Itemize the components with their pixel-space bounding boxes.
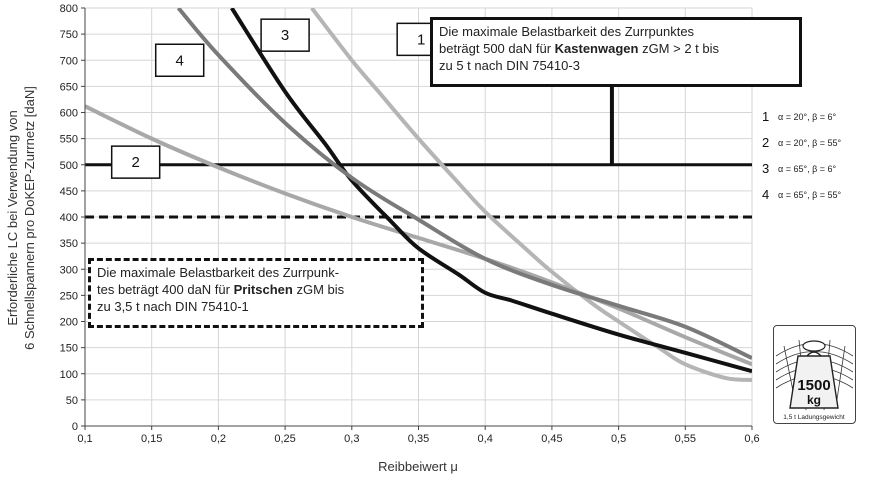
y-tick-label: 300 xyxy=(60,264,78,276)
weight-unit: kg xyxy=(807,393,821,407)
x-tick-label: 0,1 xyxy=(77,433,92,445)
legend-label-4: α = 65°, β = 55° xyxy=(778,190,842,200)
y-tick-label: 550 xyxy=(60,134,78,146)
series-line-3 xyxy=(230,8,752,374)
legend-number-4: 4 xyxy=(762,187,769,202)
y-tick-label: 600 xyxy=(60,108,78,120)
y-tick-label: 500 xyxy=(60,160,78,172)
x-tick-label: 0,25 xyxy=(274,433,295,445)
y-tick-label: 350 xyxy=(60,238,78,250)
legend-label-1: α = 20°, β = 6° xyxy=(778,112,837,122)
annotation-500-line1: Die maximale Belastbarkeit des Zurrpunkt… xyxy=(439,24,695,39)
y-tick-label: 100 xyxy=(60,369,78,381)
y-axis-title-line2: 6 Schnellspannern pro DoKEP-Zurrnetz [da… xyxy=(22,86,37,350)
curve-labels: 1 2 3 4 xyxy=(110,18,446,179)
curve-label-box-4 xyxy=(154,43,205,77)
y-tick-label: 150 xyxy=(60,343,78,355)
series-line-2 xyxy=(85,104,752,367)
y-tick-label: 450 xyxy=(60,186,78,198)
annotation-500-line3: zu 5 t nach DIN 75410-3 xyxy=(439,58,580,73)
y-tick-label: 250 xyxy=(60,290,78,302)
axes xyxy=(84,8,752,427)
series-line-1 xyxy=(310,8,752,383)
x-tick-label: 0,4 xyxy=(478,433,493,445)
series-lines xyxy=(85,8,752,383)
y-tick-labels: 0 50 100 150 200 250 300 350 400 450 500 550 600 650 7… xyxy=(60,3,78,433)
x-tick-labels: 0,1 0,15 0,2 0,25 0,3 0,35 0,4 0,45 0,5 0,55 0,6 xyxy=(77,433,759,445)
y-tick-label: 400 xyxy=(60,212,78,224)
annotation-400-box: Die maximale Belastbarkeit des Zurrpunk-… xyxy=(88,258,424,328)
legend: 1 α = 20°, β = 6° 2 α = 20°, β = 55° 3 α = 65… xyxy=(762,109,842,202)
series-line-4 xyxy=(176,8,752,360)
x-tick-label: 0,6 xyxy=(744,433,759,445)
curve-label-3: 3 xyxy=(281,27,289,44)
x-tick-label: 0,45 xyxy=(541,433,562,445)
y-tick-label: 700 xyxy=(60,55,78,67)
y-tick-label: 200 xyxy=(60,317,78,329)
curve-label-box-3 xyxy=(260,18,310,52)
x-tick-label: 0,3 xyxy=(344,433,359,445)
annotation-500-line2: beträgt 500 daN für Kastenwagen zGM > 2 … xyxy=(439,41,720,56)
x-tick-label: 0,2 xyxy=(211,433,226,445)
legend-label-2: α = 20°, β = 55° xyxy=(778,138,842,148)
curve-label-4: 4 xyxy=(176,52,184,69)
y-tick-label: 750 xyxy=(60,29,78,41)
x-tick-label: 0,5 xyxy=(611,433,626,445)
curve-label-1: 1 xyxy=(417,31,425,48)
y-tick-label: 0 xyxy=(72,421,78,433)
weight-caption: 1,5 t Ladungsgewicht xyxy=(783,414,845,421)
legend-number-1: 1 xyxy=(762,109,769,124)
weight-value: 1500 xyxy=(797,377,830,394)
annotation-400-line2: tes beträgt 400 daN für Pritschen zGM bi… xyxy=(97,282,345,297)
annotation-400-line3: zu 3,5 t nach DIN 75410-1 xyxy=(97,299,249,314)
x-tick-label: 0,55 xyxy=(675,433,696,445)
y-tick-label: 50 xyxy=(66,395,78,407)
reference-lines xyxy=(85,163,752,219)
annotation-400-line1: Die maximale Belastbarkeit des Zurrpunk- xyxy=(97,265,340,280)
curve-label-2: 2 xyxy=(132,154,140,171)
legend-label-3: α = 65°, β = 6° xyxy=(778,164,837,174)
annotation-500-box: Die maximale Belastbarkeit des Zurrpunkt… xyxy=(430,17,802,87)
x-axis-title: Reibbeiwert μ xyxy=(378,459,458,474)
curve-label-box-2 xyxy=(110,145,161,179)
y-tick-label: 650 xyxy=(60,81,78,93)
x-tick-label: 0,35 xyxy=(408,433,429,445)
cargo-weight-icon: 1500 kg 1,5 t Ladungsgewicht xyxy=(773,325,856,424)
y-tick-label: 800 xyxy=(60,3,78,15)
x-tick-label: 0,15 xyxy=(141,433,162,445)
legend-number-2: 2 xyxy=(762,135,769,150)
legend-number-3: 3 xyxy=(762,161,769,176)
y-axis-title-line1: Erforderliche LC bei Verwendung von xyxy=(5,110,20,325)
